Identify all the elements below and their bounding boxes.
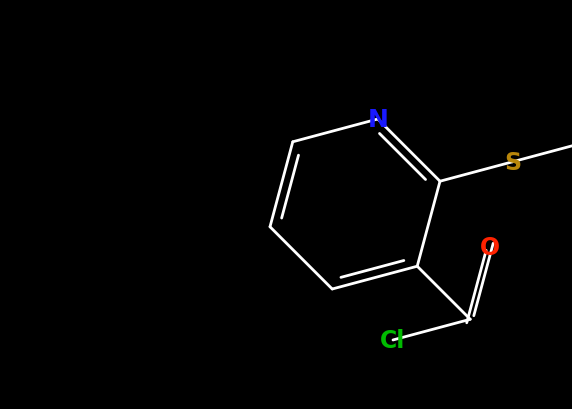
Text: S: S: [504, 151, 521, 174]
Text: N: N: [367, 108, 388, 132]
Text: Cl: Cl: [380, 328, 406, 352]
Text: O: O: [479, 235, 500, 259]
